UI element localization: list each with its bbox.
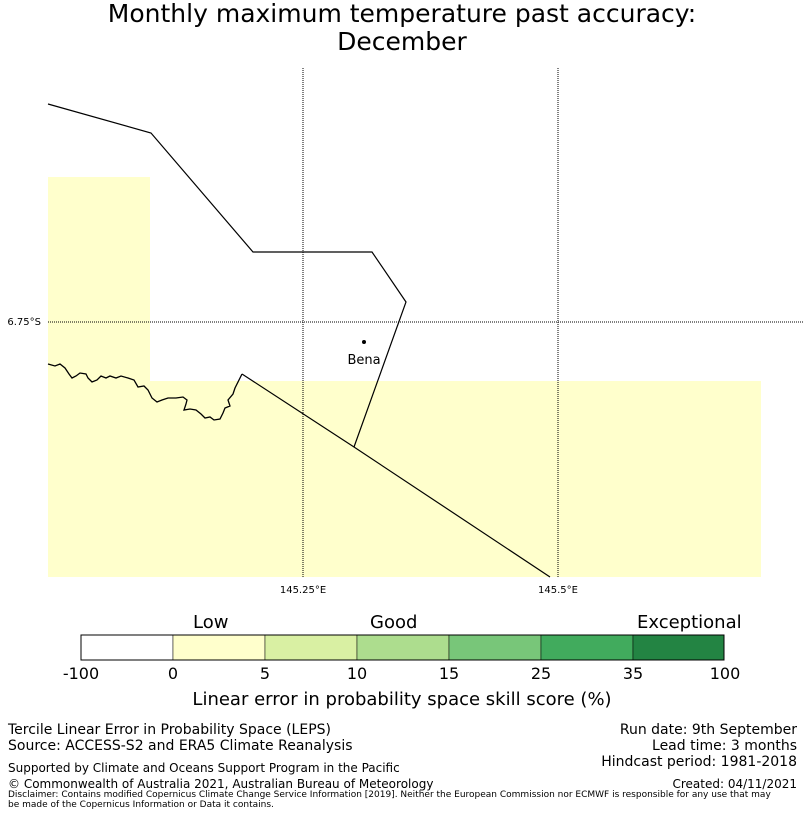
title-line-1: Monthly maximum temperature past accurac… (107, 0, 697, 28)
province-boundary (47, 103, 407, 448)
colorbar (80, 634, 725, 661)
colorbar-tick-7: 35 (622, 664, 644, 683)
footer-source: Source: ACCESS-S2 and ERA5 Climate Reana… (8, 738, 353, 754)
colorbar-seg-6 (540, 634, 634, 661)
colorbar-seg-3 (264, 634, 358, 661)
colorbar-tick-8: 100 (709, 664, 741, 683)
river-boundary (47, 363, 243, 421)
colorbar-title: Linear error in probability space skill … (192, 689, 612, 710)
colorbar-tick-1: -100 (62, 664, 100, 683)
footer-right: Run date: 9th September Lead time: 3 mon… (601, 722, 797, 770)
colorbar-tick-5: 15 (438, 664, 460, 683)
footer-method: Tercile Linear Error in Probability Spac… (8, 722, 331, 738)
colorbar-seg-2 (172, 634, 266, 661)
colorbar-seg-7 (632, 634, 725, 661)
footer-disclaimer: Disclaimer: Contains modified Copernicus… (8, 790, 771, 810)
footer-left: Tercile Linear Error in Probability Spac… (8, 722, 353, 754)
lat-label: 6.75°S (7, 317, 41, 328)
footer-support: Supported by Climate and Oceans Support … (8, 761, 400, 775)
province-boundary-south (241, 373, 551, 578)
colorbar-seg-1 (80, 634, 174, 661)
skill-region-south (48, 381, 761, 577)
lon-label-1: 145.25°E (280, 585, 326, 596)
colorbar-seg-4 (356, 634, 450, 661)
lon-label-2: 145.5°E (538, 585, 578, 596)
colorbar-caption-low: Low (193, 612, 229, 633)
chart-title: Monthly maximum temperature past accurac… (0, 0, 804, 56)
colorbar-tick-2: 0 (167, 664, 179, 683)
footer-lead-time: Lead time: 3 months (652, 738, 797, 754)
footer-disclaimer-line-2: be made of the Copernicus Information or… (8, 800, 274, 810)
colorbar-tick-3: 5 (259, 664, 271, 683)
footer-hindcast: Hindcast period: 1981-2018 (601, 754, 797, 770)
colorbar-tick-6: 25 (530, 664, 552, 683)
colorbar-frame (80, 634, 725, 661)
colorbar-caption-exceptional: Exceptional (637, 612, 742, 633)
footer-disclaimer-line-1: Disclaimer: Contains modified Copernicus… (8, 790, 771, 800)
place-label: Bena (347, 353, 380, 368)
footer-created: Created: 04/11/2021 (672, 777, 797, 791)
title-line-2: December (337, 27, 467, 56)
footer-run-date: Run date: 9th September (619, 722, 797, 738)
footer-copyright: © Commonwealth of Australia 2021, Austra… (8, 777, 434, 791)
colorbar-seg-5 (448, 634, 542, 661)
map-panel: Bena 6.75°S 145.25°E 145.5°E (7, 68, 804, 596)
town-marker (362, 340, 366, 344)
colorbar-tick-4: 10 (346, 664, 368, 683)
colorbar-caption-good: Good (370, 612, 418, 633)
